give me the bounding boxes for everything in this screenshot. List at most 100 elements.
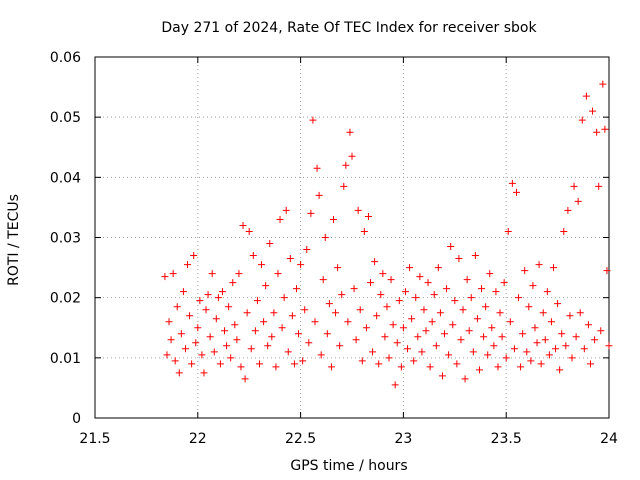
data-point xyxy=(521,267,529,275)
data-point xyxy=(412,294,420,302)
data-point xyxy=(340,182,348,190)
data-point xyxy=(206,333,214,341)
data-point xyxy=(276,215,284,223)
data-point xyxy=(589,107,597,115)
data-point xyxy=(436,309,444,317)
data-point xyxy=(200,369,208,377)
y-axis-label: ROTI / TECUs xyxy=(6,194,22,286)
data-point xyxy=(352,336,360,344)
data-point xyxy=(247,345,255,353)
data-point xyxy=(319,276,327,284)
data-point xyxy=(202,306,210,314)
data-point xyxy=(401,288,409,296)
data-point xyxy=(303,246,311,254)
y-tick-label: 0.01 xyxy=(50,351,81,367)
data-point xyxy=(416,273,424,281)
data-point xyxy=(512,188,520,196)
data-point xyxy=(227,354,235,362)
data-point xyxy=(315,191,323,199)
data-point xyxy=(381,333,389,341)
data-point xyxy=(383,303,391,311)
data-point xyxy=(186,312,194,320)
data-point xyxy=(434,264,442,272)
data-point xyxy=(229,279,237,287)
data-point xyxy=(161,273,169,281)
x-tick-label: 21.5 xyxy=(79,431,110,447)
data-point xyxy=(288,312,296,320)
data-point xyxy=(449,321,457,329)
data-point xyxy=(290,360,298,368)
data-point xyxy=(593,128,601,136)
data-point xyxy=(586,360,594,368)
data-point xyxy=(212,315,220,323)
data-point xyxy=(214,294,222,302)
data-point xyxy=(286,255,294,263)
data-point xyxy=(488,324,496,332)
data-point xyxy=(455,255,463,263)
data-point xyxy=(313,164,321,172)
data-point xyxy=(486,270,494,278)
data-point xyxy=(321,234,329,241)
data-point xyxy=(338,291,346,299)
data-point xyxy=(537,360,545,368)
data-point xyxy=(184,261,192,269)
data-point xyxy=(387,276,395,284)
data-point xyxy=(356,306,364,314)
data-point xyxy=(539,309,547,317)
y-tick-labels: 0 0.01 0.02 0.03 0.04 0.05 0.06 xyxy=(50,50,81,427)
data-point xyxy=(391,381,399,389)
data-point xyxy=(375,360,383,368)
data-point xyxy=(266,240,274,248)
data-point xyxy=(447,243,455,251)
data-point xyxy=(317,351,325,359)
data-point xyxy=(393,339,401,347)
data-point xyxy=(245,227,253,235)
data-point xyxy=(498,333,506,341)
data-point xyxy=(482,303,490,311)
data-point xyxy=(323,330,331,338)
data-point xyxy=(467,294,475,302)
data-point xyxy=(253,297,261,305)
data-point xyxy=(223,342,231,350)
data-point xyxy=(496,309,504,317)
data-point xyxy=(171,357,179,365)
data-point xyxy=(336,342,344,350)
data-point xyxy=(523,348,531,356)
data-point xyxy=(360,227,368,235)
data-point xyxy=(198,351,206,359)
y-tick-label: 0 xyxy=(72,411,81,427)
data-point xyxy=(260,318,268,326)
data-point xyxy=(237,363,245,371)
data-point xyxy=(506,318,514,326)
data-point xyxy=(408,315,416,323)
x-tick-labels: 21.5 22 22.5 23 23.5 24 xyxy=(79,431,618,447)
data-point xyxy=(420,306,428,314)
data-point xyxy=(519,330,527,338)
data-point xyxy=(327,363,335,371)
data-point xyxy=(235,270,243,278)
data-point xyxy=(309,116,317,124)
data-point xyxy=(268,333,276,341)
data-point xyxy=(292,285,300,293)
data-point xyxy=(231,321,239,329)
data-point xyxy=(325,300,333,308)
data-point xyxy=(556,366,564,374)
data-point xyxy=(329,215,337,223)
data-point xyxy=(543,288,551,296)
data-point xyxy=(572,333,580,341)
grid-lines xyxy=(95,57,609,418)
data-point xyxy=(297,261,305,269)
data-point xyxy=(430,291,438,299)
data-point xyxy=(473,315,481,323)
data-point xyxy=(371,258,379,266)
data-point xyxy=(377,291,385,299)
data-point xyxy=(533,339,541,347)
data-point xyxy=(278,324,286,332)
data-point xyxy=(597,327,605,335)
data-point xyxy=(385,354,393,362)
data-point xyxy=(517,363,525,371)
data-point xyxy=(469,348,477,356)
data-point xyxy=(492,288,500,296)
data-point xyxy=(241,375,249,383)
